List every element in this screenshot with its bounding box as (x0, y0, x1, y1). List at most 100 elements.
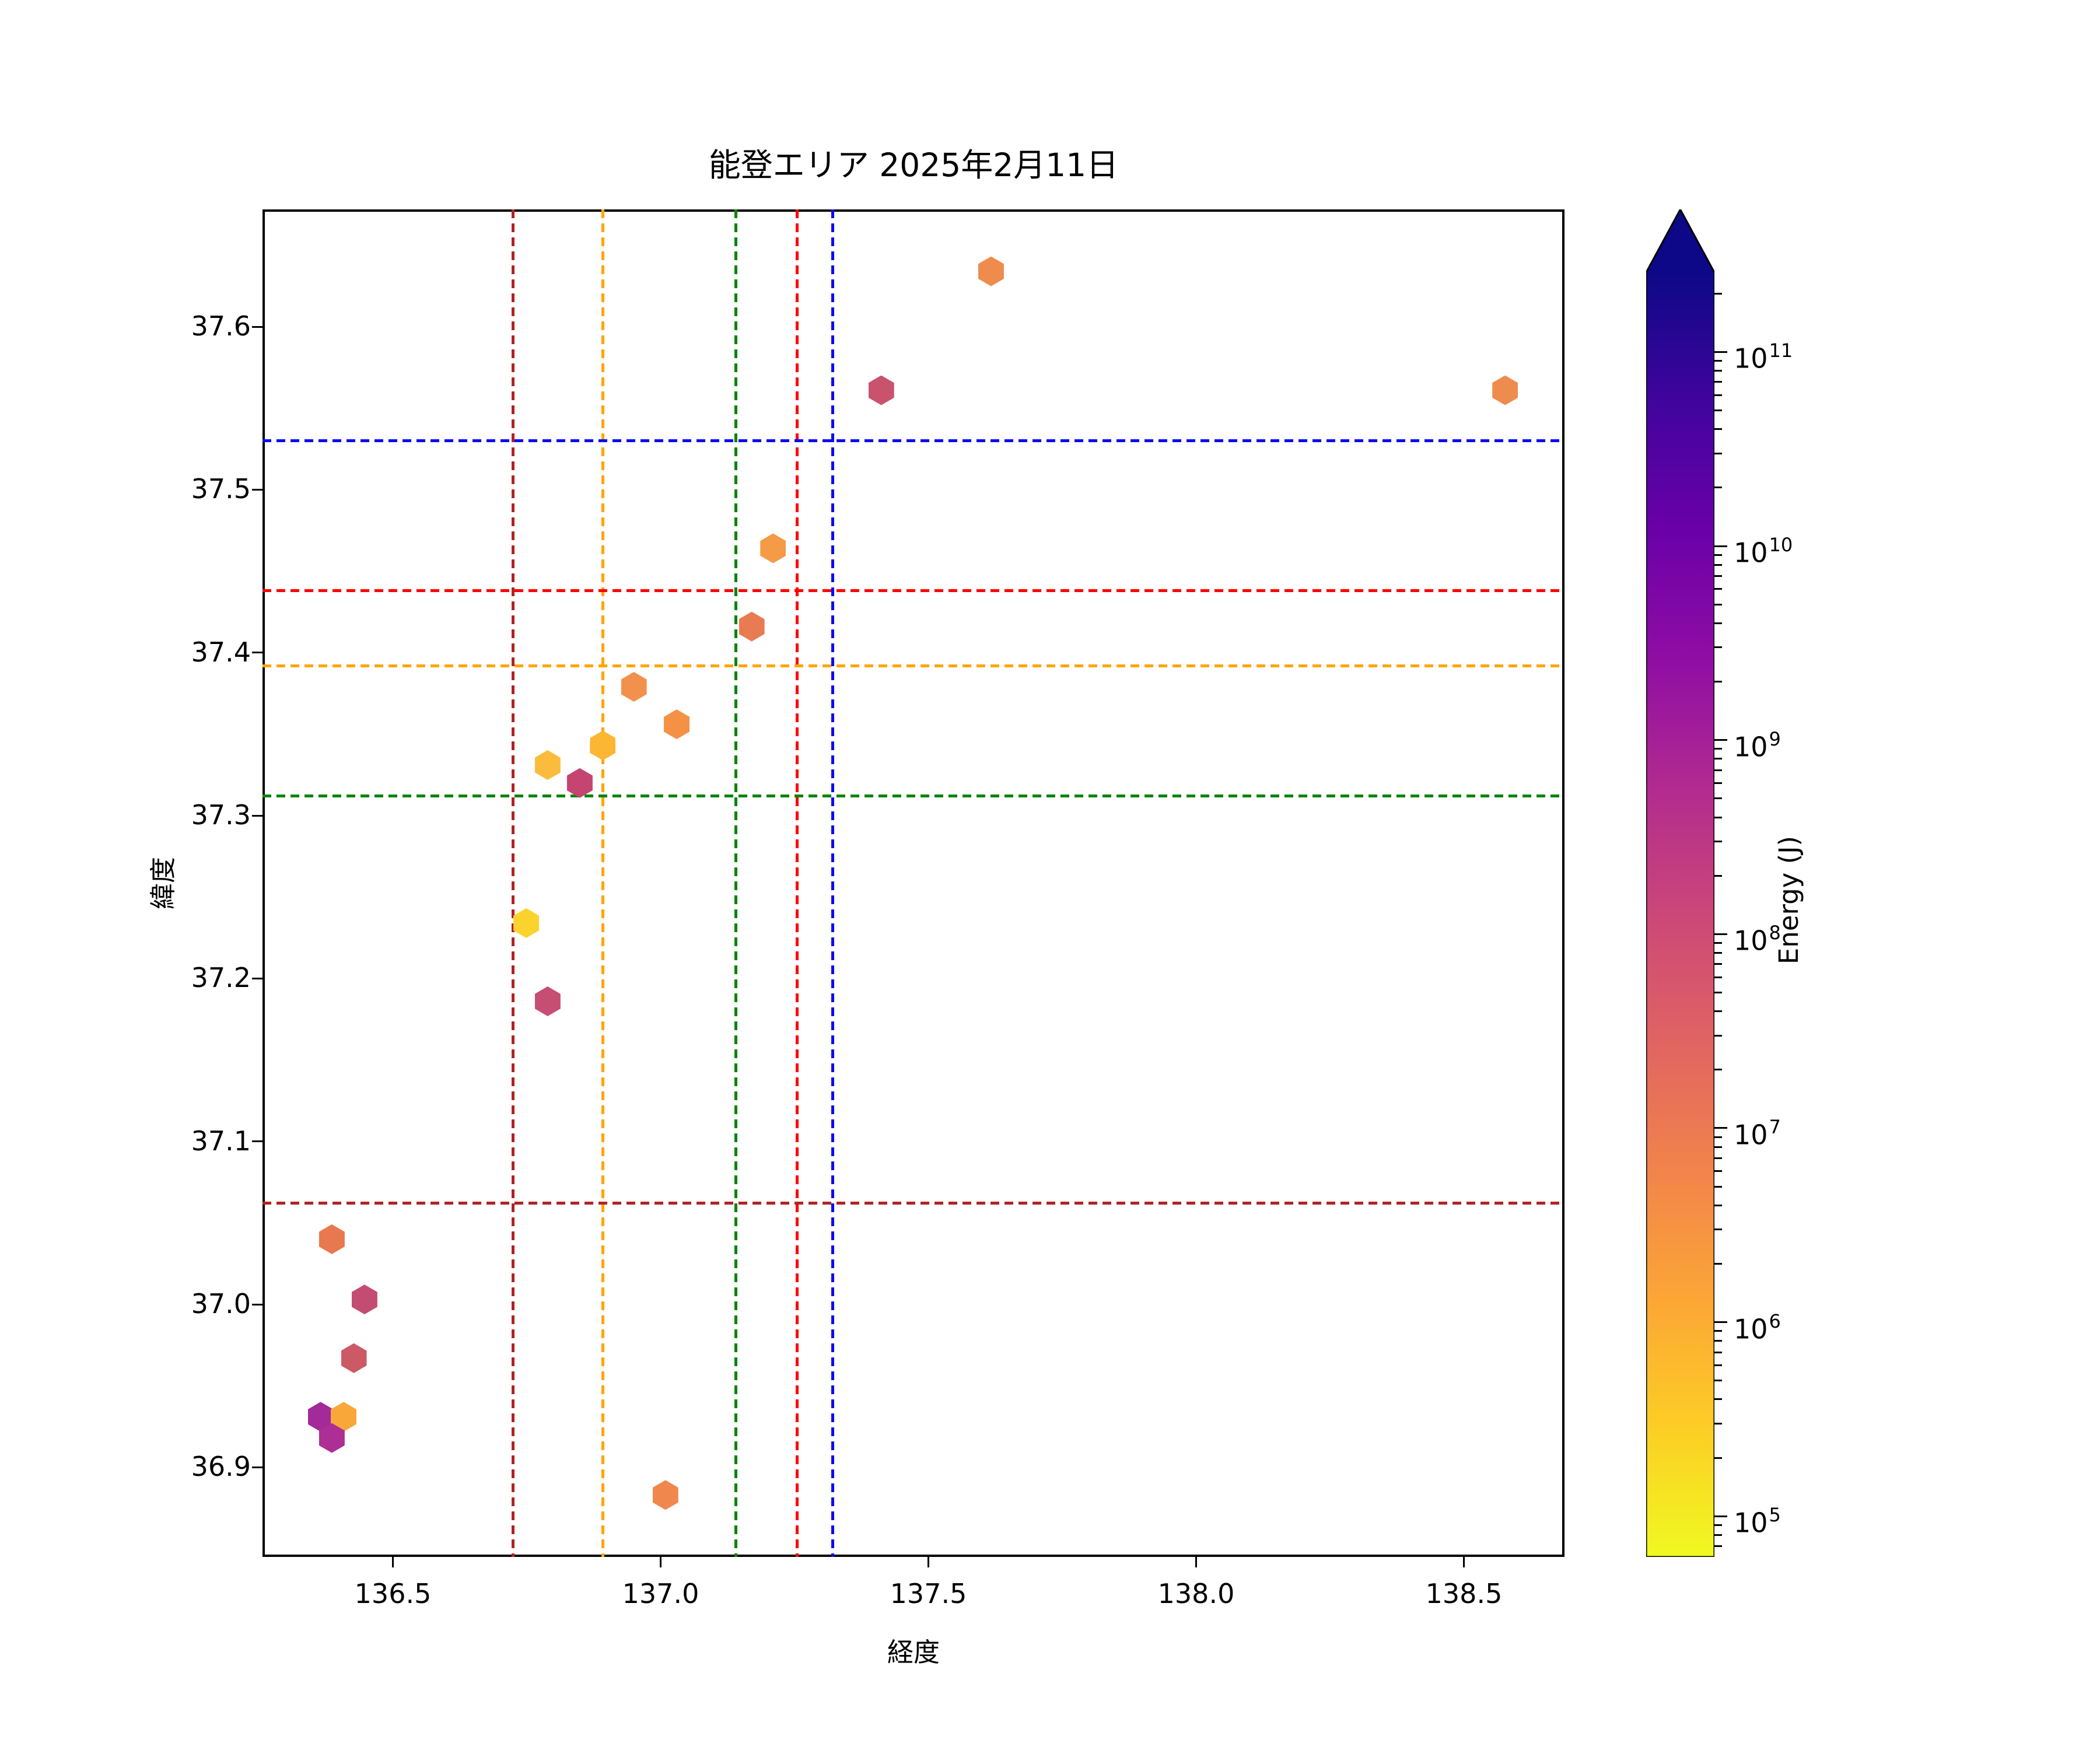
y-axis-tick (252, 1466, 262, 1468)
colorbar-minor-tick (1714, 1034, 1722, 1037)
x-axis-tick (1195, 1557, 1197, 1567)
horizontal-dashed-line (262, 589, 1564, 593)
y-axis-tick (252, 652, 262, 654)
colorbar-minor-tick (1714, 564, 1722, 566)
y-axis-tick (252, 326, 262, 328)
data-point-hexagon (978, 256, 1004, 286)
chart-title: 能登エリア 2025年2月11日 (708, 146, 1119, 184)
colorbar-minor-tick (1714, 1262, 1722, 1265)
colorbar-minor-tick (1714, 1157, 1722, 1159)
colorbar-minor-tick (1714, 1185, 1722, 1188)
y-axis-tick (252, 488, 262, 491)
horizontal-dashed-line (262, 664, 1564, 667)
colorbar-minor-tick (1714, 1069, 1722, 1071)
y-axis-tick-label: 37.5 (191, 473, 251, 505)
y-axis-tick-label: 36.9 (191, 1451, 251, 1483)
colorbar-minor-tick (1714, 782, 1722, 784)
colorbar-gradient-arrow (1646, 209, 1714, 1557)
colorbar-minor-tick (1714, 1170, 1722, 1172)
colorbar-minor-tick (1714, 1146, 1722, 1148)
data-point-hexagon (621, 671, 647, 702)
horizontal-dashed-line (262, 439, 1564, 443)
colorbar-minor-tick (1714, 1422, 1722, 1424)
colorbar-minor-tick (1714, 1534, 1722, 1536)
colorbar-minor-tick (1714, 428, 1722, 430)
y-axis-tick-label: 37.6 (191, 310, 251, 342)
x-axis-tick (928, 1557, 930, 1567)
colorbar-minor-tick (1714, 942, 1722, 944)
colorbar-minor-tick (1714, 841, 1722, 843)
plot-area (262, 209, 1564, 1557)
y-axis-tick-label: 37.2 (191, 962, 251, 994)
colorbar-minor-tick (1714, 554, 1722, 556)
colorbar-major-tick (1714, 933, 1727, 935)
colorbar-minor-tick (1714, 1524, 1722, 1526)
colorbar-tick-label: 1010 (1734, 534, 1793, 569)
colorbar-minor-tick (1714, 410, 1722, 411)
colorbar-minor-tick (1714, 758, 1722, 760)
vertical-dashed-line (511, 209, 514, 1557)
x-axis-tick-label: 137.5 (890, 1578, 967, 1609)
data-point-hexagon (760, 533, 786, 564)
x-axis-tick-label: 138.0 (1157, 1578, 1235, 1609)
colorbar-minor-tick (1714, 1228, 1722, 1231)
colorbar-major-tick (1714, 351, 1727, 353)
colorbar-tick-label: 107 (1734, 1115, 1781, 1151)
y-axis-tick-label: 37.0 (191, 1288, 251, 1320)
colorbar-minor-tick (1714, 1364, 1722, 1366)
colorbar-minor-tick (1714, 1380, 1722, 1382)
colorbar-minor-tick (1714, 951, 1722, 954)
colorbar-minor-tick (1714, 1545, 1722, 1548)
colorbar-major-tick (1714, 739, 1727, 741)
colorbar-minor-tick (1714, 603, 1722, 606)
vertical-dashed-line (831, 209, 834, 1557)
colorbar-minor-tick (1714, 575, 1722, 578)
colorbar-minor-tick (1714, 1457, 1722, 1459)
x-axis-label: 経度 (887, 1637, 940, 1668)
colorbar-minor-tick (1714, 976, 1722, 978)
colorbar-tick-label: 1011 (1734, 340, 1793, 374)
colorbar-tick-label: 109 (1734, 727, 1781, 762)
colorbar-minor-tick (1714, 1330, 1722, 1332)
data-point-hexagon (868, 375, 894, 405)
colorbar-minor-tick (1714, 1010, 1722, 1013)
colorbar-tick-label: 105 (1734, 1504, 1781, 1539)
data-point-hexagon (738, 611, 765, 642)
colorbar-minor-tick (1714, 963, 1722, 965)
y-axis-tick-label: 37.4 (191, 636, 251, 668)
colorbar-major-tick (1714, 1321, 1727, 1324)
colorbar-minor-tick (1714, 370, 1722, 372)
y-axis-label: 緯度 (148, 857, 178, 910)
x-axis-tick (660, 1557, 662, 1567)
colorbar-major-tick (1714, 1515, 1727, 1517)
colorbar-minor-tick (1714, 681, 1722, 682)
colorbar-minor-tick (1714, 797, 1722, 800)
vertical-dashed-line (796, 209, 799, 1557)
horizontal-dashed-line (262, 1202, 1564, 1205)
colorbar-minor-tick (1714, 769, 1722, 771)
colorbar-minor-tick (1714, 1136, 1722, 1138)
vertical-dashed-line (601, 209, 604, 1557)
colorbar-minor-tick (1714, 394, 1722, 396)
colorbar-minor-tick (1714, 646, 1722, 649)
colorbar-minor-tick (1714, 588, 1722, 590)
colorbar-minor-tick (1714, 622, 1722, 624)
data-point-hexagon (664, 709, 690, 740)
colorbar-minor-tick (1714, 991, 1722, 993)
x-axis-tick-label: 138.5 (1425, 1578, 1503, 1609)
colorbar-major-tick (1714, 545, 1727, 547)
colorbar-minor-tick (1714, 748, 1722, 750)
colorbar-minor-tick (1714, 816, 1722, 818)
colorbar-minor-tick (1714, 1398, 1722, 1401)
y-axis-tick (252, 814, 262, 817)
colorbar-major-tick (1714, 1127, 1727, 1129)
horizontal-dashed-line (262, 794, 1564, 798)
x-axis-tick (1463, 1557, 1465, 1567)
x-axis-tick-label: 136.5 (354, 1578, 432, 1609)
colorbar-tick-label: 106 (1734, 1310, 1781, 1345)
colorbar-minor-tick (1714, 1351, 1722, 1353)
colorbar-minor-tick (1714, 874, 1722, 877)
x-axis-tick (392, 1557, 394, 1567)
y-axis-tick (252, 1303, 262, 1306)
colorbar-label: Energy (J) (1773, 835, 1804, 965)
